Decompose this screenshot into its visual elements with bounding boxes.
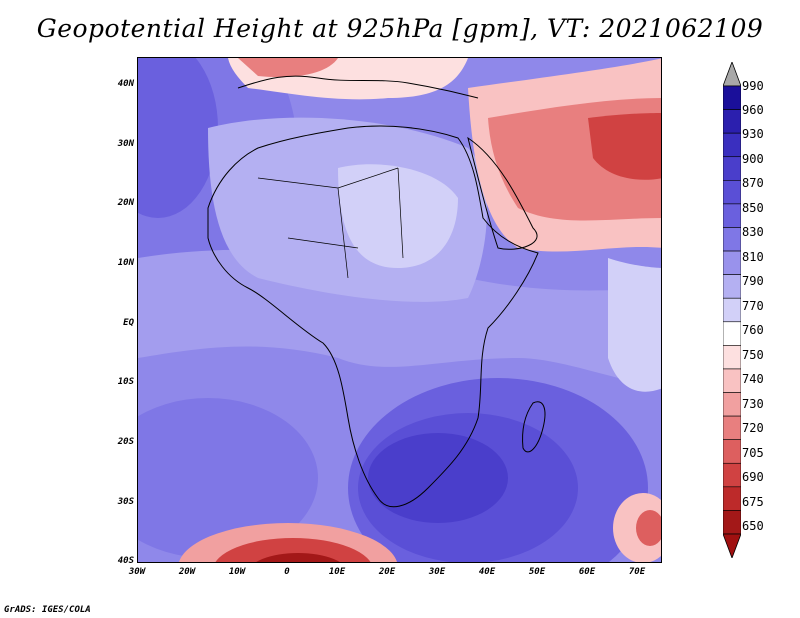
colorbar-box-790: [723, 274, 741, 299]
lat-label-20s: 20S: [117, 437, 134, 447]
country-borders: [257, 167, 404, 279]
sahara-light: [338, 164, 458, 268]
colorbar-box-850: [723, 203, 741, 228]
arabia-coastline: [467, 136, 538, 250]
colorbar-box-900: [723, 156, 741, 181]
colorbar-box-675: [723, 486, 741, 511]
colorbar-label-830: 830: [742, 225, 764, 239]
lat-label-30s: 30S: [117, 497, 134, 507]
lon-label-40e: 40E: [478, 567, 496, 577]
colorbar-label-650: 650: [742, 519, 764, 533]
lat-label-40s: 40S: [117, 556, 134, 566]
colorbar-label-960: 960: [742, 103, 764, 117]
iberia-low: [238, 58, 338, 78]
southern-low-core: [256, 553, 340, 562]
colorbar-box-870: [723, 180, 741, 205]
colorbar-label-705: 705: [742, 446, 764, 460]
colorbar: [723, 62, 741, 558]
colorbar-box-690: [723, 462, 741, 488]
atlantic-high-inner: [138, 58, 218, 218]
lon-label-60e: 60E: [578, 567, 596, 577]
lat-label-40n: 40N: [117, 79, 134, 89]
lon-label-20w: 20W: [178, 567, 196, 577]
colorbar-label-850: 850: [742, 201, 764, 215]
south-atlantic-high: [138, 398, 318, 558]
lat-label-30n: 30N: [117, 139, 134, 149]
lat-label-20n: 20N: [117, 198, 134, 208]
east-indian-ocean: [608, 258, 661, 392]
europe-coastline: [237, 75, 479, 99]
lon-label-10w: 10W: [228, 567, 246, 577]
map-title: Geopotential Height at 925hPa [gpm], VT:…: [36, 14, 764, 43]
colorbar-box-810: [723, 250, 741, 275]
southeast-low-core: [636, 510, 661, 546]
colorbar-label-675: 675: [742, 495, 764, 509]
credit-text: GrADS: IGES/COLA: [4, 605, 91, 615]
colorbar-box-760: [723, 321, 741, 346]
colorbar-label-740: 740: [742, 372, 764, 386]
colorbar-label-720: 720: [742, 421, 764, 435]
colorbar-box-750: [723, 345, 741, 370]
lat-label-10s: 10S: [117, 377, 134, 387]
colorbar-box-990: [723, 85, 741, 110]
colorbar-box-960: [723, 109, 741, 134]
colorbar-box-930: [723, 132, 741, 158]
colorbar-label-760: 760: [742, 323, 764, 337]
colorbar-label-900: 900: [742, 152, 764, 166]
colorbar-label-810: 810: [742, 250, 764, 264]
colorbar-box-740: [723, 368, 741, 393]
colorbar-box-830: [723, 227, 741, 252]
lon-label-50e: 50E: [528, 567, 546, 577]
lon-label-70e: 70E: [628, 567, 646, 577]
southern-low-mid: [215, 538, 371, 562]
iran-low-core: [588, 113, 661, 180]
colorbar-top-arrow: [723, 62, 741, 87]
colorbar-label-870: 870: [742, 176, 764, 190]
colorbar-label-750: 750: [742, 348, 764, 362]
colorbar-label-730: 730: [742, 397, 764, 411]
colorbar-box-705: [723, 439, 741, 464]
lon-label-30w: 30W: [128, 567, 146, 577]
colorbar-box-730: [723, 392, 741, 417]
madagascar-coastline: [522, 401, 546, 453]
colorbar-box-650: [723, 510, 741, 535]
map-area: [137, 57, 662, 563]
lon-label-0: 0: [284, 567, 290, 577]
colorbar-label-790: 790: [742, 274, 764, 288]
lon-label-30e: 30E: [428, 567, 446, 577]
lat-label-eq: EQ: [123, 318, 134, 328]
lon-label-20e: 20E: [378, 567, 396, 577]
colorbar-box-770: [723, 297, 741, 323]
colorbar-label-770: 770: [742, 299, 764, 313]
colorbar-box-720: [723, 415, 741, 440]
colorbar-label-690: 690: [742, 470, 764, 484]
lat-label-10n: 10N: [117, 258, 134, 268]
colorbar-bottom-arrow: [723, 533, 741, 558]
colorbar-label-930: 930: [742, 127, 764, 141]
colorbar-label-990: 990: [742, 79, 764, 93]
africa-coastline: [207, 125, 539, 508]
equatorial-band: [138, 249, 661, 388]
lon-label-10e: 10E: [328, 567, 346, 577]
